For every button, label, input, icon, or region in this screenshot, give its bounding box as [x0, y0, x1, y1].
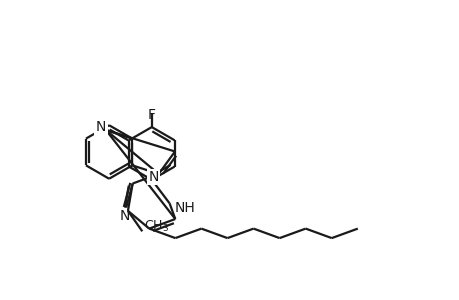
- Text: F: F: [147, 108, 156, 122]
- Text: CH$_3$: CH$_3$: [144, 219, 169, 234]
- Text: N: N: [119, 208, 130, 223]
- Text: N: N: [95, 120, 106, 134]
- Text: N: N: [148, 170, 158, 184]
- Text: NH: NH: [174, 201, 195, 215]
